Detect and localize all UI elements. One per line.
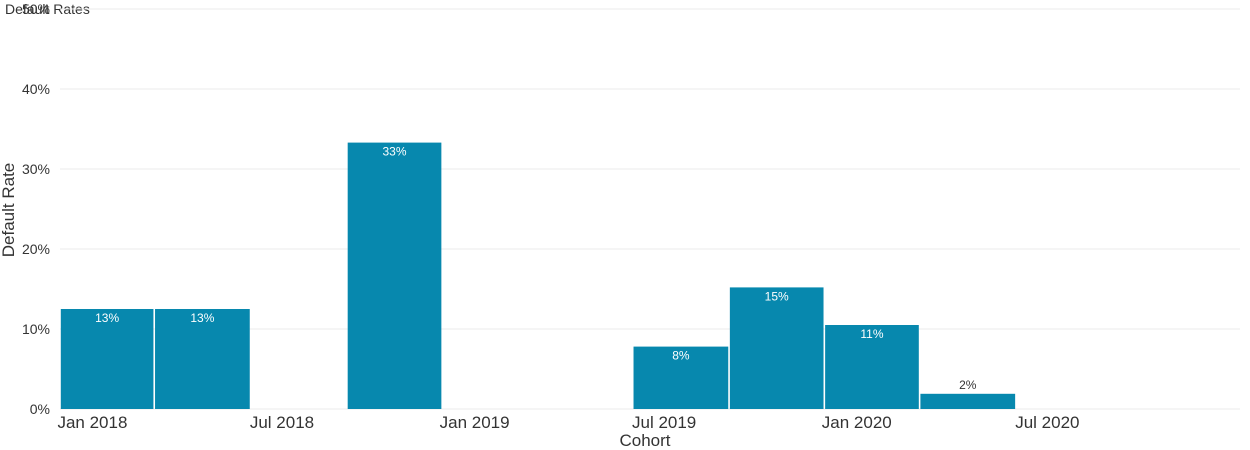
x-tick-label: Jul 2019 <box>632 413 696 432</box>
bar-value-label: 15% <box>765 289 789 303</box>
y-tick-label: 10% <box>22 321 50 337</box>
y-tick-label: 20% <box>22 241 50 257</box>
bar <box>347 142 442 409</box>
x-tick-label: Jul 2018 <box>250 413 314 432</box>
bar <box>825 325 919 409</box>
x-axis-title: Cohort <box>619 431 670 450</box>
bar-value-label: 8% <box>672 349 690 363</box>
y-tick-label: 50% <box>22 1 50 17</box>
x-tick-label: Jul 2020 <box>1015 413 1079 432</box>
bar-value-label: 13% <box>95 311 119 325</box>
bar <box>60 309 154 409</box>
x-tick-label: Jan 2019 <box>440 413 510 432</box>
bar <box>155 309 250 409</box>
bar-value-label: 33% <box>383 145 407 159</box>
bar-value-label: 13% <box>190 311 214 325</box>
y-tick-label: 0% <box>30 401 50 417</box>
chart-title: Default Rates <box>5 1 90 17</box>
bar <box>920 393 1016 409</box>
y-axis-ticks: 0% 10% 20% 30% 40% 50% <box>22 1 50 417</box>
y-tick-label: 40% <box>22 81 50 97</box>
bar-labels: 13% 13% 33% 8% 15% 11% 2% <box>95 145 977 392</box>
bar <box>729 287 824 409</box>
bar-value-label: 2% <box>959 378 977 392</box>
x-axis-ticks: Jan 2018 Jul 2018 Jan 2019 Jul 2019 Jan 2020… <box>57 413 1079 432</box>
y-tick-label: 30% <box>22 161 50 177</box>
x-tick-label: Jan 2018 <box>57 413 127 432</box>
y-axis-title: Default Rate <box>0 163 18 258</box>
x-tick-label: Jan 2020 <box>822 413 892 432</box>
bar-value-label: 11% <box>860 327 883 341</box>
bars <box>60 142 1016 409</box>
bar <box>633 346 729 409</box>
